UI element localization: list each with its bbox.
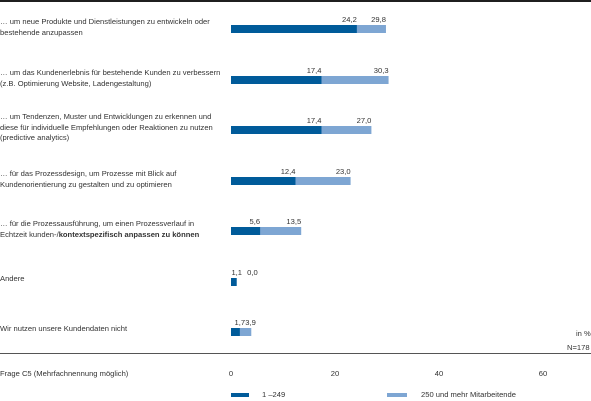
x-tick-label: 20 xyxy=(330,369,340,378)
category-label: … um neue Produkte und Dienstleistungen … xyxy=(0,17,222,38)
sample-size-label: N=178 xyxy=(567,343,590,352)
data-label-large-companies: 30,3 xyxy=(374,66,389,75)
category-label: … um Tendenzen, Muster und Entwicklungen… xyxy=(0,112,222,144)
legend-swatch-large xyxy=(387,393,407,397)
data-label-small-companies: 17,4 xyxy=(307,66,322,75)
data-label-large-companies: 0,0 xyxy=(247,268,258,277)
category-label-text: … für die Prozessausführung, um einen Pr… xyxy=(0,219,195,239)
top-rule xyxy=(0,0,591,2)
category-label: … für die Prozessausführung, um einen Pr… xyxy=(0,219,222,240)
category-label-text: … um neue Produkte und Dienstleistungen … xyxy=(0,17,210,37)
bar-large-companies xyxy=(231,227,302,235)
unit-label: in % xyxy=(576,329,591,338)
category-label: Andere xyxy=(0,274,222,285)
legend-label-small: 1 –249 xyxy=(262,390,286,399)
bar-small-companies xyxy=(231,76,322,84)
bar-small-companies xyxy=(231,177,296,185)
data-label-small-companies: 12,4 xyxy=(281,167,296,176)
data-label-small-companies: 1,7 xyxy=(235,318,246,327)
bar-small-companies xyxy=(231,126,322,134)
data-label-small-companies: 24,2 xyxy=(342,15,357,24)
data-label-small-companies: 17,4 xyxy=(307,116,322,125)
data-label-large-companies: 13,5 xyxy=(286,217,301,226)
data-label-small-companies: 1,1 xyxy=(231,268,242,277)
bar-large-companies xyxy=(231,328,252,336)
bar-small-companies xyxy=(231,227,261,235)
data-label-large-companies: 27,0 xyxy=(357,116,372,125)
x-tick-label: 40 xyxy=(434,369,444,378)
bar-small-companies xyxy=(231,278,237,286)
x-tick-label: 60 xyxy=(538,369,548,378)
data-label-small-companies: 5,6 xyxy=(250,217,261,226)
category-label: Wir nutzen unsere Kundendaten nicht xyxy=(0,324,222,335)
category-label-text: Wir nutzen unsere Kundendaten nicht xyxy=(0,324,128,333)
category-label: … um das Kundenerlebnis für bestehende K… xyxy=(0,68,222,89)
data-label-large-companies: 23,0 xyxy=(336,167,351,176)
category-label-text: … für das Prozessdesign, um Prozesse mit… xyxy=(0,169,177,189)
category-label: … für das Prozessdesign, um Prozesse mit… xyxy=(0,169,222,190)
bar-small-companies xyxy=(231,328,240,336)
category-label-text: … um Tendenzen, Muster und Entwicklungen… xyxy=(0,112,213,143)
category-label-text: … um das Kundenerlebnis für bestehende K… xyxy=(0,68,221,88)
axis-separator-line xyxy=(0,353,591,354)
category-label-bold-text: kontextspezifisch anpassen zu können xyxy=(58,229,200,239)
bar-small-companies xyxy=(231,25,357,33)
data-label-large-companies: 29,8 xyxy=(371,15,386,24)
category-label-text: Andere xyxy=(0,274,25,283)
data-label-large-companies: 3,9 xyxy=(245,318,256,327)
x-tick-label: 0 xyxy=(228,369,234,378)
legend-swatch-small xyxy=(231,393,249,397)
question-footnote: Frage C5 (Mehrfachnennung möglich) xyxy=(0,369,129,378)
legend-label-large: 250 und mehr Mitarbeitende xyxy=(421,390,516,399)
